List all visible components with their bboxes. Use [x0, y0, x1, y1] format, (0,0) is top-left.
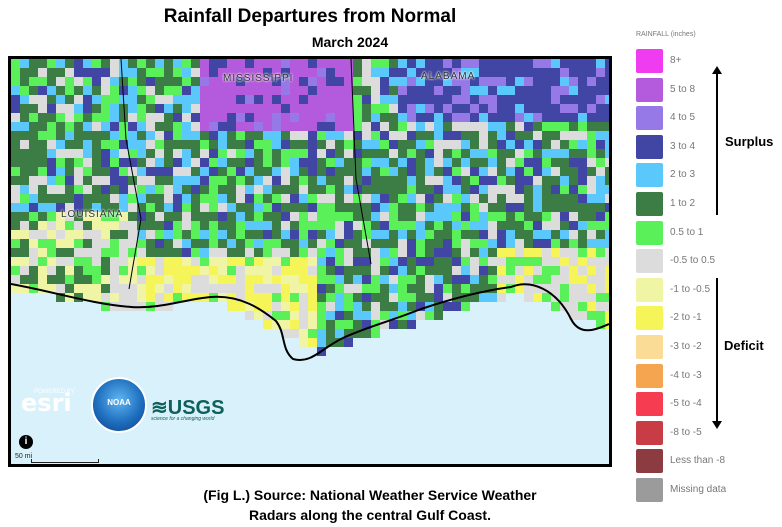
legend-swatch: [636, 420, 663, 445]
caption-line-1: (Fig L.) Source: National Weather Servic…: [203, 487, 537, 503]
legend-swatch: [636, 449, 663, 474]
legend-label: 5 to 8: [670, 83, 696, 95]
rainfall-raster: [11, 59, 609, 464]
scale-bar: [31, 459, 99, 463]
legend-swatch: [636, 478, 663, 502]
esri-powered-by: POWERED BY: [34, 389, 75, 395]
state-border-la-ms: [120, 59, 142, 290]
legend-label: 4 to 5: [670, 112, 696, 124]
legend-label: 8+: [670, 55, 682, 66]
legend-label: -1 to -0.5: [670, 283, 711, 295]
deficit-label: Deficit: [724, 338, 764, 353]
usgs-logo: ≋USGS: [151, 397, 225, 419]
state-border-ms-al: [350, 59, 372, 265]
map-subtitle: March 2024: [311, 34, 389, 50]
legend-swatch: [636, 277, 663, 302]
state-label-louisiana: LOUISIANA: [61, 209, 124, 220]
scale-label: 50 mi: [15, 453, 33, 460]
surplus-arrow-line: [716, 72, 718, 215]
figure-caption: (Fig L.) Source: National Weather Servic…: [120, 485, 620, 525]
deficit-arrow-head: [712, 421, 722, 429]
legend-label: 1 to 2: [670, 198, 696, 209]
state-label-mississippi: MISSISSIPPI: [223, 73, 294, 84]
legend-label: 3 to 4: [670, 140, 696, 152]
surplus-arrow-head: [712, 66, 722, 74]
legend-label: -4 to -3: [670, 369, 702, 381]
legend-label: -3 to -2: [670, 341, 702, 352]
legend-swatch: [636, 134, 663, 159]
legend-swatch: [636, 249, 663, 274]
map-title: Rainfall Departures from Normal: [163, 6, 457, 27]
legend-label: -0.5 to 0.5: [670, 255, 716, 267]
legend-swatch: [636, 335, 663, 359]
legend-label: -8 to -5: [670, 426, 702, 438]
legend-label: Missing data: [670, 484, 727, 495]
rainfall-map[interactable]: MISSISSIPPI ALABAMA LOUISIANA POWERED BY…: [8, 56, 612, 467]
noaa-logo: NOAA: [91, 377, 147, 433]
legend-label: 2 to 3: [670, 169, 696, 181]
legend-swatch: [636, 77, 663, 102]
legend-label: Less than -8: [670, 455, 726, 467]
legend-swatch: [636, 106, 663, 131]
legend-swatch: [636, 363, 663, 388]
legend-label: -2 to -1: [670, 312, 702, 324]
legend-label: -5 to -4: [670, 398, 702, 410]
legend-label: 0.5 to 1: [670, 226, 704, 238]
usgs-tagline: science for a changing world: [151, 416, 215, 422]
legend-swatch: [636, 220, 663, 245]
surplus-label: Surplus: [725, 134, 774, 149]
esri-logo: esri: [21, 389, 72, 417]
deficit-arrow-line: [716, 278, 718, 423]
legend-title: RAINFALL (inches): [636, 31, 696, 38]
noaa-logo-text: NOAA: [107, 398, 131, 407]
legend-swatch: [636, 49, 663, 73]
legend-swatch: [636, 163, 663, 188]
legend-swatch: [636, 192, 663, 216]
state-label-alabama: ALABAMA: [421, 71, 476, 82]
coastline: [11, 283, 609, 361]
legend-swatch: [636, 392, 663, 417]
info-icon[interactable]: i: [19, 435, 33, 449]
caption-line-2: Radars along the central Gulf Coast.: [249, 507, 491, 523]
legend-swatch: [636, 306, 663, 331]
